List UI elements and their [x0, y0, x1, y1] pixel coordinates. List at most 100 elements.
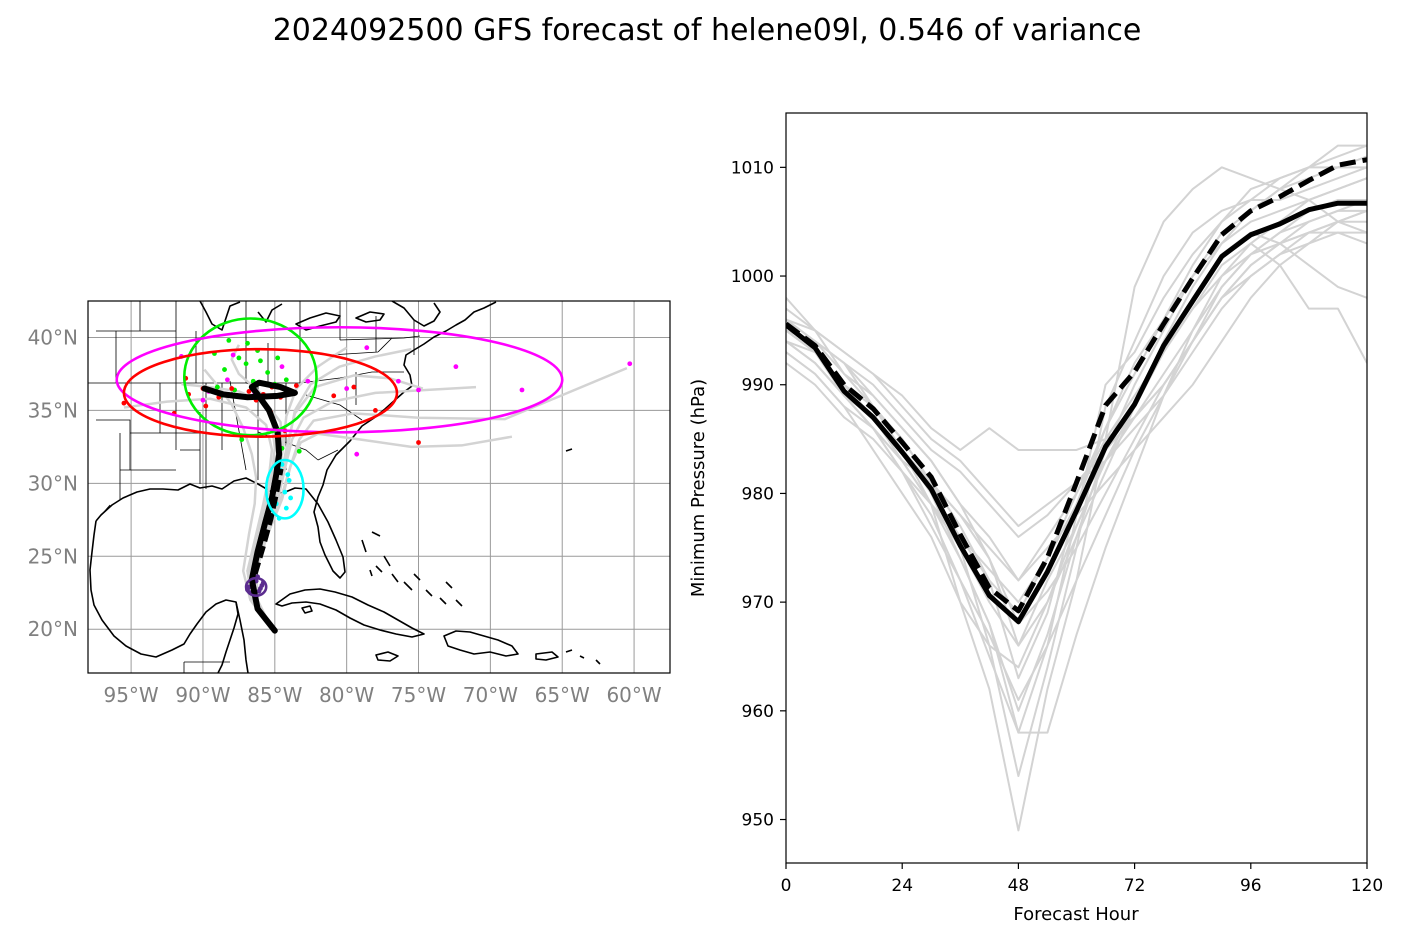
- map-frame: [87, 300, 671, 674]
- puerto-rico-outline: [535, 651, 559, 661]
- mean-pressure-lines: [786, 157, 1367, 625]
- forecast-position-dot: [229, 386, 235, 391]
- ensemble-track-line: [230, 344, 277, 630]
- forecast-position-dot: [224, 377, 230, 383]
- hispaniola-outline: [443, 630, 519, 657]
- coastlines: [89, 301, 601, 673]
- forecast-position-dot: [236, 355, 242, 361]
- forecast-position-dot: [293, 383, 299, 389]
- lat-tick-label: 30°N: [28, 471, 78, 495]
- great-lakes: [199, 301, 441, 331]
- forecast-position-dot: [245, 340, 250, 346]
- y-tick-label: 1010: [731, 158, 774, 178]
- latitude-tick-labels: 20°N 25°N 30°N 35°N 40°N: [28, 325, 78, 641]
- forecast-position-dot: [121, 400, 127, 406]
- lat-tick-label: 20°N: [28, 617, 78, 641]
- lon-tick-label: 65°W: [535, 683, 590, 707]
- ensemble-pressure-line: [786, 144, 1367, 669]
- forecast-position-dot: [354, 451, 360, 457]
- mean-track-line: [201, 379, 298, 634]
- forecast-position-dot: [283, 377, 289, 383]
- forecast-position-dot: [296, 448, 302, 454]
- pressure-chart: 0 24 48 72 96 120 950 960 970 980 990 1000 1010 For…: [688, 112, 1383, 925]
- lat-tick-label: 35°N: [28, 398, 78, 422]
- forecast-position-dot: [258, 358, 263, 364]
- forecast-position-dot: [288, 495, 294, 501]
- forecast-position-dot: [396, 378, 401, 384]
- x-tick-label: 24: [891, 876, 913, 896]
- forecast-position-dot: [519, 387, 525, 393]
- ensemble-pressure-line: [786, 231, 1367, 451]
- lon-tick-label: 70°W: [463, 683, 518, 707]
- forecast-position-dot: [246, 389, 252, 394]
- figure-title: 2024092500 GFS forecast of helene09l, 0.…: [273, 13, 1142, 48]
- ensemble-pressure-line: [786, 220, 1367, 647]
- forecast-position-dot: [331, 393, 337, 399]
- y-tick-label: 980: [742, 484, 774, 504]
- lat-tick-label: 40°N: [28, 325, 78, 349]
- forecast-position-dot: [305, 378, 311, 384]
- lon-tick-label: 90°W: [175, 683, 230, 707]
- forecast-position-dot: [243, 361, 249, 367]
- yucatan-east-coast: [235, 601, 249, 673]
- uncertainty-ellipse: [122, 347, 399, 438]
- uncertainty-ellipse: [115, 325, 564, 434]
- x-axis-ticks: 0 24 48 72 96 120: [781, 863, 1383, 896]
- longitude-tick-labels: 95°W 90°W 85°W 80°W 75°W 70°W 65°W 60°W: [103, 683, 661, 707]
- x-tick-label: 0: [781, 876, 792, 896]
- y-tick-label: 970: [742, 593, 774, 613]
- lon-tick-label: 85°W: [247, 683, 302, 707]
- forecast-position-dot: [283, 505, 289, 511]
- jamaica-outline: [375, 651, 399, 662]
- y-axis-label: Minimum Pressure (hPa): [688, 379, 709, 597]
- forecast-position-dot: [256, 588, 262, 594]
- isle-of-youth: [301, 605, 313, 614]
- uncertainty-ellipse: [264, 458, 305, 520]
- ensemble-pressure-line: [786, 177, 1367, 734]
- forecast-position-dot: [230, 352, 236, 358]
- forecast-position-dot: [239, 437, 245, 442]
- forecast-position-dot: [285, 472, 291, 477]
- forecast-position-dot: [453, 364, 459, 370]
- forecast-position-dot: [351, 384, 357, 390]
- uncertainty-ellipses: [115, 317, 564, 597]
- x-tick-label: 72: [1124, 876, 1146, 896]
- track-map: 95°W 90°W 85°W 80°W 75°W 70°W 65°W 60°W 20°N 25°…: [28, 300, 671, 707]
- forecast-position-dot: [214, 384, 220, 390]
- forecast-position-dot: [364, 345, 370, 351]
- mexico-border: [95, 504, 230, 673]
- lon-tick-label: 75°W: [391, 683, 446, 707]
- uncertainty-ellipse: [244, 576, 268, 597]
- forecast-position-dot: [200, 397, 206, 403]
- y-tick-label: 960: [742, 702, 774, 722]
- forecast-position-dot: [203, 403, 209, 409]
- mean-track-dashed-line: [251, 468, 284, 575]
- mean-pressure-line: [786, 200, 1367, 625]
- cuba-outline: [275, 588, 425, 638]
- forecast-position-dot: [275, 355, 281, 361]
- y-tick-label: 950: [742, 811, 774, 831]
- forecast-position-dot: [416, 440, 421, 445]
- mean-pressure-dashed-line: [786, 157, 1367, 614]
- lat-tick-label: 25°N: [28, 544, 78, 568]
- forecast-position-dot: [627, 361, 633, 367]
- y-axis-ticks: 950 960 970 980 990 1000 1010: [731, 158, 786, 831]
- forecast-position-dot: [344, 386, 350, 391]
- bahamas-islands: [361, 448, 601, 665]
- forecast-position-dot: [226, 337, 232, 343]
- mean-track: [201, 379, 298, 634]
- forecast-position-dot: [373, 408, 378, 413]
- forecast-position-dot: [416, 387, 421, 393]
- pressure-frame: [785, 112, 1368, 864]
- forecast-position-dot: [265, 370, 271, 375]
- y-tick-label: 990: [742, 376, 774, 396]
- uncertainty-ellipse: [182, 317, 318, 437]
- y-tick-label: 1000: [731, 267, 774, 287]
- ensemble-pressure-line: [786, 199, 1367, 604]
- ensemble-pressure-line: [786, 166, 1367, 778]
- x-tick-label: 120: [1351, 876, 1383, 896]
- forecast-position-dot: [279, 364, 285, 370]
- forecast-position-dot: [282, 489, 288, 495]
- forecast-position-dot: [286, 478, 292, 483]
